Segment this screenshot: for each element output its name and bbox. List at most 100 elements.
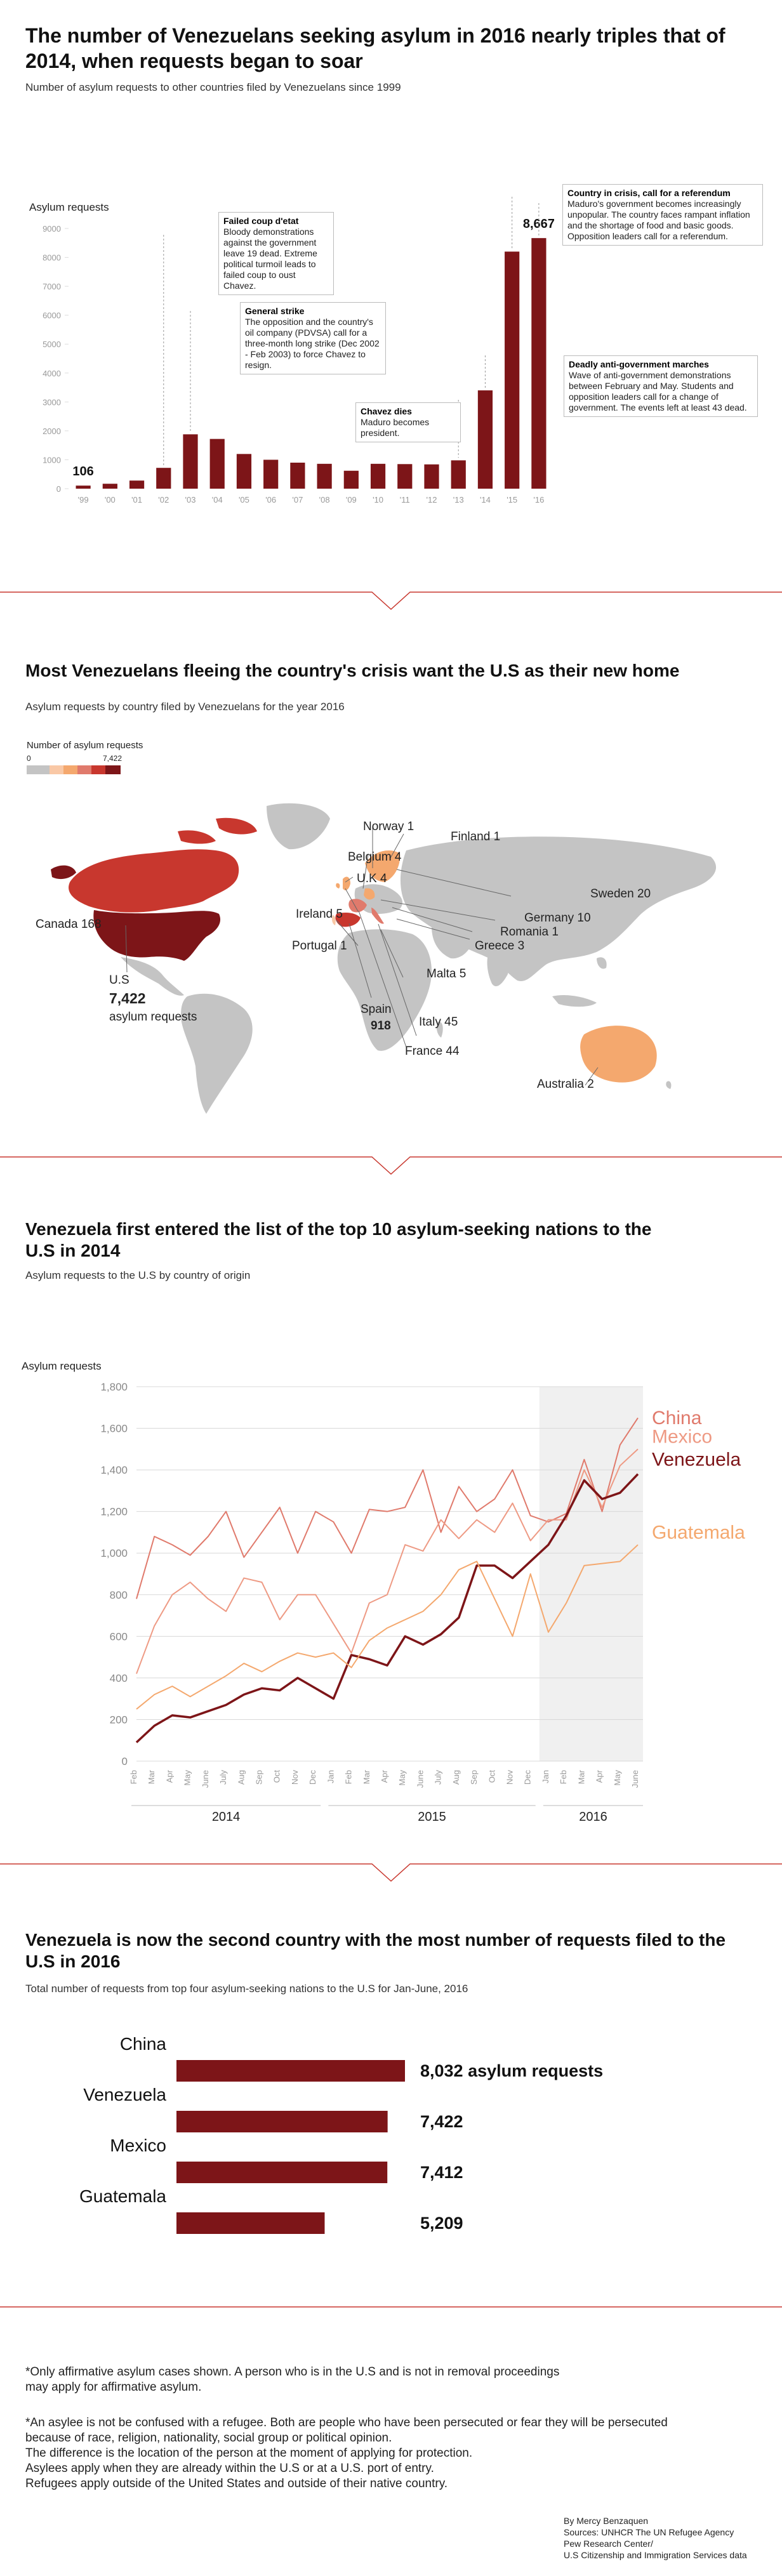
chart2-series-venezuela (135, 1473, 639, 1743)
hbar-bar (176, 2060, 405, 2082)
map-legend: 0 7,422 (27, 754, 122, 774)
chart2-xtick: May (613, 1770, 622, 1786)
label-italy: Italy 45 (419, 1015, 458, 1029)
chart1-ytick: 2000 (43, 426, 61, 436)
chart1-xtick: '16 (533, 495, 544, 505)
section3-title: Venezuela first entered the list of the … (25, 1219, 652, 1260)
map-spain (335, 913, 361, 927)
credit-author: By Mercy Benzaquen (564, 2516, 649, 2526)
chart1-bar (451, 460, 466, 489)
footnote-difference: The difference is the location of the pe… (25, 2447, 473, 2460)
chart1-xtick: '03 (185, 495, 196, 505)
chart2-xtick: Jan (326, 1770, 335, 1783)
section-divider (0, 1863, 782, 1882)
annotation-chavez-dies: Chavez dies Maduro becomes president. (355, 402, 461, 442)
chart1-bar (505, 251, 520, 489)
chart1-bar (183, 434, 198, 489)
chart2-xtick: Apr (164, 1769, 174, 1783)
footnote-asylee-definition: *An asylee is not be confused with a ref… (25, 2416, 668, 2445)
chart1-ytick: 3000 (43, 397, 61, 407)
footnote-asylees: Asylees apply when they are already with… (25, 2462, 434, 2475)
chart2-xtick: June (415, 1770, 425, 1788)
chart1-bar (531, 238, 547, 489)
chart2-highlight-2016 (539, 1387, 643, 1761)
chart2-xtick: Feb (559, 1770, 568, 1784)
chart1-bar (477, 390, 493, 489)
map-scandinavia (365, 850, 401, 882)
chart1-ytick: 1000 (43, 455, 61, 465)
chart1-ytick: 0 (56, 484, 61, 494)
chart1-xtick: '05 (239, 495, 249, 505)
chart1-data-label: 8,667 (523, 217, 555, 231)
chart2-ytick: 1,800 (100, 1381, 128, 1393)
chart1-ytick: 6000 (43, 311, 61, 320)
label-romania: Romania 1 (500, 925, 559, 939)
hbar-bar (176, 2212, 325, 2234)
label-spain-name: Spain (361, 1003, 392, 1016)
chart2-series-mexico (136, 1448, 639, 1674)
label-norway: Norway 1 (363, 820, 414, 833)
chart1-xtick: '12 (427, 495, 437, 505)
chart2-xtick: Mar (576, 1769, 586, 1784)
hbar-chart: China 8,032 asylum requests Venezuela 7,422… (79, 2034, 603, 2234)
hbar-label: Venezuela (83, 2085, 166, 2104)
chart2-xtick: May (397, 1770, 407, 1786)
chart2-xtick: Jan (541, 1770, 550, 1783)
label-germany: Germany 10 (524, 911, 591, 925)
hbar-label: Guatemala (79, 2186, 166, 2206)
chart1-ytick: 8000 (43, 253, 61, 263)
chart1-bar-chart: Asylum requests 0 1000 2000 3000 4000 5000 600… (29, 197, 555, 505)
world-map (51, 803, 717, 1114)
label-canada: Canada 168 (36, 918, 102, 931)
chart2-xtick: June (201, 1770, 210, 1788)
chart1-xtick: '00 (105, 495, 116, 505)
chart1-bar (290, 463, 305, 489)
chart1-ytick: 7000 (43, 282, 61, 291)
hbar-bar (176, 2111, 388, 2132)
label-sweden: Sweden 20 (590, 887, 651, 901)
chart2-xtick: July (434, 1770, 443, 1785)
chart1-subtitle: Number of asylum requests to other count… (25, 81, 401, 93)
chart2-legend-china: China (652, 1408, 702, 1429)
legend-max: 7,422 (103, 754, 122, 763)
footnote-affirmative-asylum: *Only affirmative asylum cases shown. A … (25, 2365, 560, 2394)
label-greece: Greece 3 (475, 939, 525, 953)
chart2-series-china (136, 1417, 639, 1599)
chart2-ytick: 1,200 (100, 1506, 128, 1518)
line-chart: Asylum requests 0 200 400 600 800 1,000 1,200 1… (22, 1360, 745, 1821)
chart2-ytick: 1,600 (100, 1423, 128, 1435)
chart2-year-label: 2015 (418, 1810, 446, 1821)
chart2-xtick: Nov (505, 1770, 515, 1785)
chart2-ytick: 400 (110, 1672, 128, 1684)
chart1-xtick: '09 (346, 495, 357, 505)
chart2-xtick: Feb (344, 1770, 354, 1784)
chart1-xtick: '06 (265, 495, 276, 505)
label-australia: Australia 2 (537, 1078, 594, 1091)
chart2-ytick: 0 (122, 1755, 128, 1767)
chart2-legend-mexico: Mexico (652, 1427, 712, 1448)
chart1-xtick: '99 (78, 495, 89, 505)
chart1-xtick: '07 (292, 495, 303, 505)
label-uk: U.K 4 (357, 872, 387, 885)
chart2-xtick: Mar (362, 1769, 371, 1784)
label-us-value: 7,422 (109, 990, 146, 1007)
footnote-refugees: Refugees apply outside of the United Sta… (25, 2477, 448, 2490)
chart2-xtick: Oct (272, 1770, 282, 1783)
chart2-xtick: Oct (487, 1770, 496, 1783)
chart2-xtick: Dec (308, 1770, 317, 1785)
map-australia (580, 1026, 657, 1083)
section2-title: Most Venezuelans fleeing the country's c… (25, 661, 680, 680)
map-uk (343, 876, 350, 890)
chart2-xtick: Aug (451, 1770, 461, 1785)
chart2-xtick: Sep (469, 1770, 479, 1785)
credit-sources-uscis: U.S Citizenship and Immigration Services… (564, 2550, 747, 2560)
chart2-xtick: July (218, 1770, 228, 1785)
label-portugal: Portugal 1 (292, 939, 347, 953)
chart1-bar (236, 454, 252, 489)
chart2-legend-guatemala: Guatemala (652, 1522, 745, 1543)
map-italy (371, 908, 384, 924)
chart2-ytick: 1,400 (100, 1464, 128, 1476)
chart1-bar (76, 485, 91, 489)
chart1-bar (209, 439, 225, 489)
label-us-unit: asylum requests (109, 1010, 197, 1024)
